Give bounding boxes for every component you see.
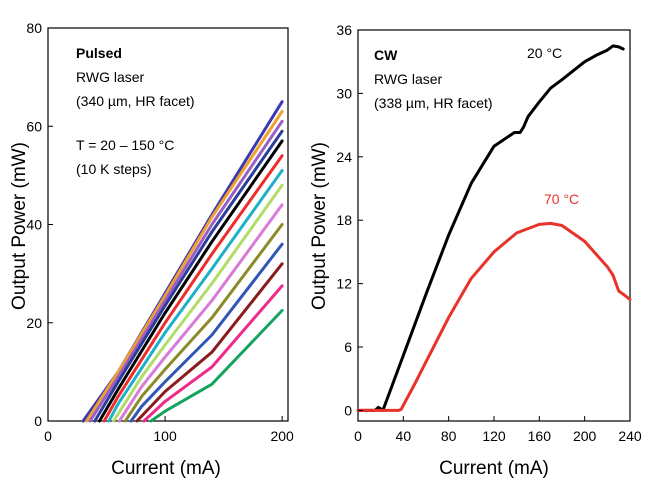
cw-y-tick-label: 0 (344, 402, 352, 418)
pulsed-x-tick-label: 200 (270, 428, 294, 444)
pulsed-series-11 (129, 242, 284, 423)
cw-y-tick-label: 18 (336, 212, 352, 228)
pulsed-series-5 (98, 139, 284, 423)
pulsed-chart: 0 100 200 0 20 40 60 80 Pulsed RWG laser (340 µ… (9, 20, 294, 479)
cw-y-tick-label: 12 (336, 276, 352, 292)
cw-x-tick-label: 0 (354, 428, 362, 444)
pulsed-annotation-facet: (340 µm, HR facet) (76, 93, 195, 109)
pulsed-y-tick-label: 20 (26, 315, 42, 331)
pulsed-series-4 (93, 129, 284, 423)
cw-series-label-20c: 20 °C (527, 45, 562, 61)
pulsed-x-tick-label: 0 (44, 428, 52, 444)
pulsed-y-axis-label: Output Power (mW) (9, 142, 30, 310)
pulsed-series-6 (102, 154, 284, 423)
pulsed-series-7 (107, 169, 284, 423)
pulsed-x-tick-label: 100 (153, 428, 177, 444)
cw-y-tick-label: 30 (336, 85, 352, 101)
cw-series-1 (356, 44, 625, 412)
cw-y-axis-label: Output Power (mW) (309, 142, 330, 310)
cw-series-label-70c: 70 °C (544, 191, 579, 207)
cw-chart: 0 40 80 120 160 200 240 0 6 12 18 24 30 36 CW RWG las… (309, 22, 642, 479)
cw-series-group (356, 44, 632, 412)
cw-y-tick-label: 36 (336, 22, 352, 38)
cw-x-tick-label: 80 (441, 428, 457, 444)
pulsed-plot-frame (47, 27, 289, 422)
cw-y-tick-label: 24 (336, 149, 352, 165)
cw-x-axis-label: Current (mA) (439, 458, 549, 479)
pulsed-y-tick-label: 60 (26, 118, 42, 134)
cw-x-tick-label: 160 (528, 428, 552, 444)
pulsed-series-8 (112, 183, 284, 423)
pulsed-series-group (81, 100, 284, 423)
cw-x-tick-label: 200 (573, 428, 597, 444)
pulsed-annotation-temp: T = 20 – 150 °C (76, 137, 174, 153)
cw-annotation-laser: RWG laser (374, 71, 443, 87)
pulsed-annotation-title: Pulsed (76, 45, 122, 61)
pulsed-annotation-steps: (10 K steps) (76, 161, 151, 177)
cw-y-tick-label: 6 (344, 339, 352, 355)
pulsed-series-9 (117, 203, 284, 423)
pulsed-ticks: 0 100 200 0 20 40 60 80 (26, 20, 294, 444)
pulsed-series-10 (123, 223, 284, 423)
pulsed-x-axis-label: Current (mA) (111, 458, 221, 479)
pulsed-y-tick-label: 80 (26, 20, 42, 36)
pulsed-annotation-laser: RWG laser (76, 69, 145, 85)
cw-x-tick-label: 120 (482, 428, 506, 444)
cw-annotation-facet: (338 µm, HR facet) (374, 95, 493, 111)
pulsed-series-12 (135, 262, 284, 423)
cw-annotation-title: CW (374, 47, 398, 63)
cw-series-2 (356, 221, 632, 412)
pulsed-series-13 (142, 284, 284, 423)
pulsed-series-2 (85, 110, 284, 423)
cw-plot-frame (357, 29, 631, 422)
pulsed-y-tick-label: 40 (26, 217, 42, 233)
cw-x-tick-label: 240 (618, 428, 642, 444)
cw-ticks: 0 40 80 120 160 200 240 0 6 12 18 24 30 36 (336, 22, 641, 444)
cw-x-tick-label: 40 (396, 428, 412, 444)
pulsed-series-3 (88, 119, 284, 423)
pulsed-y-tick-label: 0 (34, 413, 42, 429)
pulsed-series-14 (149, 309, 284, 423)
